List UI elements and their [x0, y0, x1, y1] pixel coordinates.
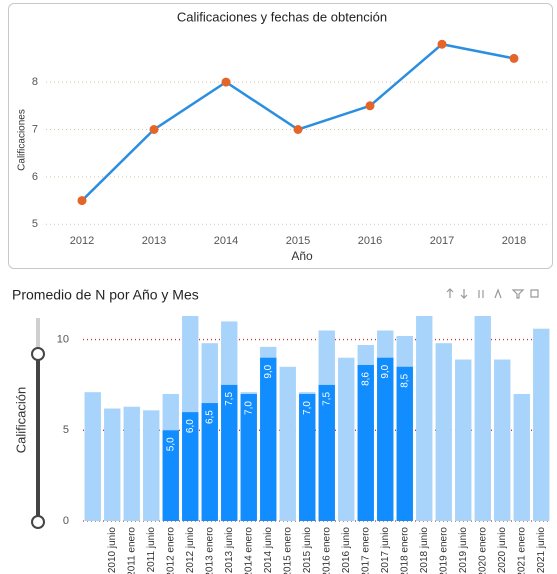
y-axis-label: Calificación	[13, 387, 28, 453]
x-tick-label: 2015 junio	[302, 527, 313, 574]
bar	[396, 366, 413, 521]
bar	[104, 408, 121, 521]
x-tick-label: 2018 enero	[399, 527, 410, 574]
x-tick-label: 2021 junio	[536, 527, 547, 574]
toolbar[interactable]	[446, 288, 539, 299]
x-tick-label: 2014	[214, 235, 238, 247]
data-label: 6,0	[185, 419, 196, 433]
chart-title: Calificaciones y fechas de obtención	[177, 9, 387, 24]
y-axis-label: Calificaciones	[17, 109, 28, 171]
x-tick-label: 2011 enero	[126, 527, 137, 574]
bar	[299, 394, 316, 521]
bar	[162, 430, 179, 521]
x-tick-label: 2012	[70, 235, 94, 247]
x-tick-label: 2014 enero	[243, 527, 254, 574]
x-axis-label: Año	[291, 249, 313, 263]
slider-handle[interactable]	[31, 515, 45, 529]
x-tick-label: 2016	[358, 235, 382, 247]
data-label: 5,0	[165, 437, 176, 451]
x-tick-label: 2016 enero	[321, 527, 332, 574]
bar	[84, 392, 101, 521]
x-tick-label: 2019 enero	[438, 527, 449, 574]
marker	[293, 125, 303, 134]
x-tick-label: 2012 junio	[185, 527, 196, 574]
bar	[143, 410, 160, 521]
chart-title: Promedio de N por Año y Mes	[12, 287, 199, 303]
marker	[77, 196, 87, 206]
marker	[509, 53, 519, 63]
x-tick-label: 2011 junio	[146, 527, 157, 573]
data-label: 7,0	[302, 401, 313, 415]
x-tick-label: 2013 enero	[204, 527, 215, 574]
bar	[260, 357, 277, 521]
marker	[221, 77, 231, 87]
bar	[201, 403, 218, 521]
y-tick-label: 5	[32, 218, 38, 230]
bar	[240, 394, 257, 521]
y-tick-label: 10	[57, 333, 69, 345]
marker	[437, 39, 447, 49]
x-tick-label: 2015	[286, 235, 310, 247]
bar	[494, 359, 511, 521]
x-tick-label: 2020 enero	[477, 527, 488, 574]
bar	[338, 357, 355, 521]
data-label: 7,0	[243, 401, 254, 415]
x-tick-label: 2020 junio	[497, 527, 508, 574]
x-tick-label: 2015 enero	[282, 527, 293, 574]
bar	[377, 357, 394, 521]
bar	[455, 359, 472, 521]
data-label: 6,5	[204, 410, 215, 424]
bar	[416, 316, 433, 521]
bar	[474, 316, 491, 521]
data-label: 9,0	[380, 364, 391, 378]
x-tick-label: 2019 junio	[458, 527, 469, 574]
bar	[435, 343, 452, 521]
y-tick-label: 5	[63, 424, 69, 436]
x-tick-label: 2013 junio	[224, 527, 235, 574]
x-tick-label: 2017 junio	[380, 527, 391, 574]
bar	[533, 328, 550, 521]
bar	[221, 384, 238, 521]
data-label: 9,0	[263, 364, 274, 378]
toolbar-icons[interactable]	[446, 288, 539, 299]
y-tick-label: 8	[32, 76, 38, 88]
slider-handle[interactable]	[31, 347, 45, 361]
bar	[182, 412, 199, 521]
y-tick-label: 7	[32, 123, 38, 135]
x-tick-label: 2018 junio	[419, 527, 430, 574]
bar	[357, 364, 374, 521]
bar	[513, 394, 530, 521]
x-tick-label: 2017	[430, 235, 454, 247]
x-tick-label: 2014 junio	[263, 527, 274, 574]
x-tick-label: 2017 enero	[360, 527, 371, 574]
marker	[149, 125, 159, 134]
bar	[279, 366, 296, 521]
data-label: 8,6	[360, 372, 371, 386]
data-label: 7,5	[224, 392, 235, 406]
y-tick-label: 0	[63, 515, 69, 527]
marker	[365, 101, 375, 111]
x-tick-label: 2016 junio	[341, 527, 352, 574]
x-tick-label: 2010 junio	[107, 527, 118, 574]
x-tick-label: 2012 enero	[165, 527, 176, 574]
bar	[123, 406, 140, 521]
x-tick-label: 2013	[142, 235, 166, 247]
y-tick-label: 6	[32, 171, 38, 183]
data-label: 7,5	[321, 392, 332, 406]
x-tick-label: 2018	[502, 235, 526, 247]
bar	[318, 384, 335, 521]
x-tick-label: 2021 enero	[516, 527, 527, 574]
data-label: 8,5	[399, 373, 410, 387]
